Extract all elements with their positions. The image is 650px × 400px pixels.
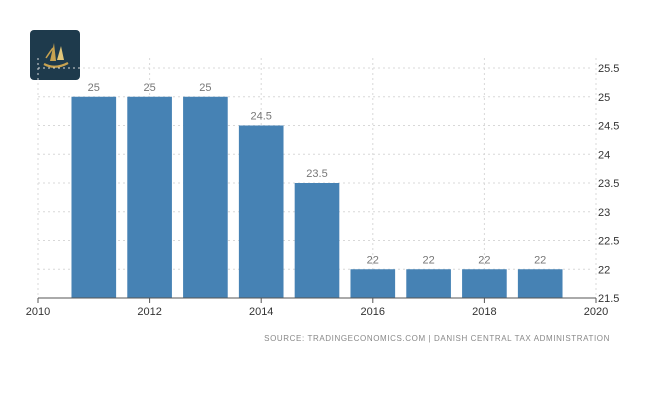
source-note: SOURCE: TRADINGECONOMICS.COM | DANISH CE… [264,334,610,343]
x-tick-label: 2016 [361,306,385,318]
y-tick-label: 22 [598,264,610,276]
bar [127,96,172,298]
x-tick-label: 2014 [249,306,273,318]
x-tick-label: 2020 [584,306,608,318]
data-label: 25 [88,82,100,94]
data-label: 25 [143,82,155,94]
x-tick-label: 2018 [472,306,496,318]
data-label: 22 [478,254,490,266]
y-tick-label: 21.5 [598,293,619,305]
bar [406,269,451,298]
y-tick-label: 25.5 [598,63,619,75]
x-tick-label: 2010 [26,306,50,318]
brand-logo [30,30,80,80]
bar [517,269,563,298]
data-label: 22 [367,254,379,266]
y-tick-label: 25 [598,92,610,104]
y-tick-label: 24.5 [598,121,619,133]
data-label: 22 [534,254,546,266]
bar [183,96,228,298]
data-label: 22 [422,254,434,266]
y-tick-label: 22.5 [598,236,619,248]
bar [71,96,117,298]
y-tick-label: 23.5 [598,178,619,190]
sailboat-logo-icon [30,30,80,80]
bar [238,125,284,298]
data-label: 25 [199,82,211,94]
bar [462,269,507,298]
y-tick-label: 24 [598,149,610,161]
x-tick-label: 2012 [137,306,161,318]
y-tick-label: 23 [598,207,610,219]
data-label: 24.5 [250,111,271,123]
data-label: 23.5 [306,168,327,180]
bar [294,183,340,298]
bar [350,269,396,298]
